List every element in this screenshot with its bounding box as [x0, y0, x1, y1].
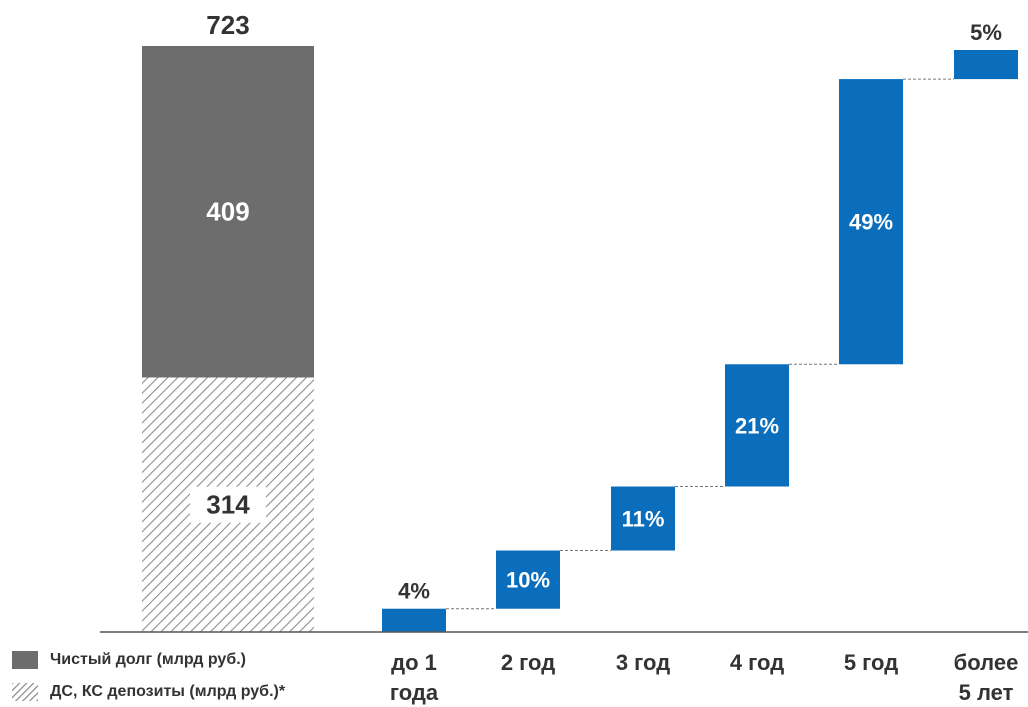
category-label: 5 год [844, 650, 898, 675]
legend-net-debt-label: Чистый долг (млрд руб.) [50, 651, 246, 668]
waterfall-value-label: 11% [622, 507, 665, 532]
category-labels: до 1 года 2 год 3 год 4 год 5 год более 5 лет [390, 650, 1018, 705]
waterfall-value-label: 10% [506, 568, 550, 593]
category-label: 4 год [730, 650, 784, 675]
waterfall-bar [382, 608, 446, 632]
legend-cash-deposits-label: ДС, КС депозиты (млрд руб.)* [50, 683, 286, 700]
waterfall-bar [725, 364, 789, 487]
waterfall-value-label: 49% [849, 210, 893, 235]
waterfall-connectors [446, 78, 954, 610]
waterfall-bar [496, 550, 560, 609]
legend-cash-deposits-swatch [12, 683, 38, 701]
legend-net-debt-swatch [12, 651, 38, 669]
bar-net-debt [142, 46, 314, 378]
category-label: до 1 года [390, 650, 439, 705]
waterfall-bar [611, 486, 675, 551]
value-label-cash-deposits: 314 [206, 490, 250, 520]
legend-net-debt: Чистый долг (млрд руб.) [12, 648, 246, 672]
waterfall-value-label: 21% [735, 413, 779, 438]
stacked-bar-group: 314 409 723 [142, 10, 314, 632]
value-label-total: 723 [206, 10, 249, 40]
waterfall-bar-group: 4% 10% 11% 21% 49% 5% [382, 20, 1018, 632]
category-label: 2 год [501, 650, 555, 675]
waterfall-bar [954, 50, 1018, 80]
legend-cash-deposits: ДС, КС депозиты (млрд руб.)* [12, 680, 285, 704]
category-label: 3 год [616, 650, 670, 675]
waterfall-bar [839, 79, 903, 365]
waterfall-value-label: 4% [398, 579, 430, 604]
value-label-net-debt: 409 [206, 197, 249, 227]
waterfall-value-label: 5% [970, 20, 1002, 45]
label-cash-deposits-bg [190, 486, 266, 523]
category-label: более 5 лет [954, 650, 1019, 705]
